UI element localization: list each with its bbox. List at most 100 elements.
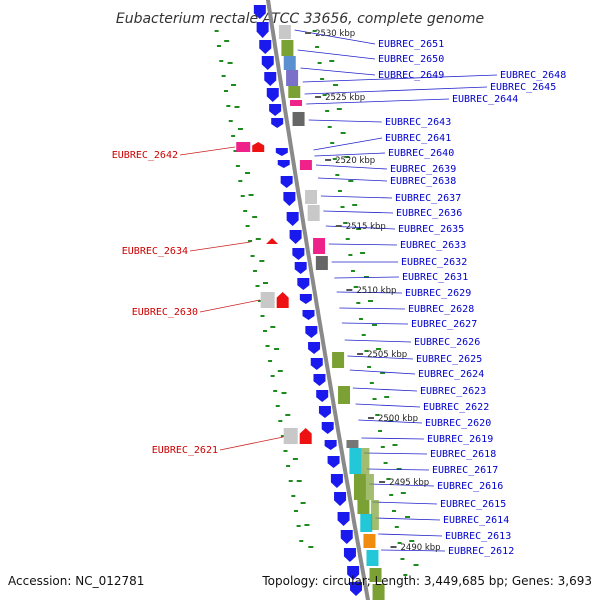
cds-arrow — [280, 176, 293, 188]
forward-gene-label[interactable]: EUBREC_2651 — [378, 39, 444, 50]
forward-gene-label[interactable]: EUBREC_2637 — [395, 193, 461, 204]
forward-gene-label[interactable]: EUBREC_2645 — [490, 82, 556, 93]
cds-arrow — [299, 294, 312, 304]
track-dot — [348, 254, 353, 256]
track-dot — [296, 525, 301, 527]
label-connector-line — [364, 452, 428, 455]
forward-gene-label[interactable]: EUBREC_2617 — [432, 465, 498, 476]
forward-gene-label[interactable]: EUBREC_2635 — [398, 224, 464, 235]
track-dot — [375, 414, 380, 416]
forward-gene-label[interactable]: EUBREC_2644 — [452, 94, 518, 105]
forward-gene-label[interactable]: EUBREC_2632 — [401, 257, 467, 268]
cds-arrow — [283, 192, 296, 206]
reverse-gene-label[interactable]: EUBREC_2630 — [132, 307, 198, 318]
track-dot — [258, 300, 262, 302]
reverse-gene-box — [260, 292, 275, 308]
forward-gene-label[interactable]: EUBREC_2618 — [430, 449, 496, 460]
forward-gene-label[interactable]: EUBREC_2627 — [411, 319, 477, 330]
forward-gene-label[interactable]: EUBREC_2622 — [423, 402, 489, 413]
cds-arrow — [337, 512, 350, 526]
forward-gene-label[interactable]: EUBREC_2638 — [390, 176, 456, 187]
forward-gene-label[interactable]: EUBREC_2650 — [378, 54, 444, 65]
forward-gene-label[interactable]: EUBREC_2648 — [500, 70, 566, 81]
track-dot — [228, 120, 233, 122]
forward-gene-label[interactable]: EUBREC_2633 — [400, 240, 466, 251]
forward-gene-label[interactable]: EUBREC_2643 — [385, 117, 451, 128]
map-title: Eubacterium rectale ATCC 33656, complete… — [116, 11, 484, 27]
reverse-gene-label[interactable]: EUBREC_2621 — [152, 445, 218, 456]
track-dot — [356, 302, 361, 304]
forward-gene-label[interactable]: EUBREC_2628 — [408, 304, 474, 315]
track-dot — [288, 480, 293, 482]
track-dot — [413, 564, 419, 566]
kbp-tick — [367, 417, 374, 419]
cds-arrow — [289, 230, 302, 244]
track-dot — [409, 540, 415, 542]
cds-arrow — [266, 88, 279, 102]
forward-gene-label[interactable]: EUBREC_2629 — [405, 288, 471, 299]
reverse-gene-label[interactable]: EUBREC_2634 — [122, 246, 188, 257]
forward-gene-label[interactable]: EUBREC_2616 — [437, 481, 503, 492]
forward-gene-label[interactable]: EUBREC_2626 — [414, 337, 480, 348]
forward-gene-label[interactable]: EUBREC_2619 — [427, 434, 493, 445]
forward-gene-label[interactable]: EUBREC_2649 — [378, 70, 444, 81]
reverse-gene-arrow — [299, 428, 312, 444]
label-connector-line — [219, 436, 284, 451]
cds-arrows — [253, 5, 363, 596]
forward-gene-label[interactable]: EUBREC_2641 — [385, 133, 451, 144]
track-dot — [384, 396, 390, 398]
gene-feature-box — [357, 500, 370, 514]
gene-feature-box — [346, 440, 359, 448]
forward-gene-label[interactable]: EUBREC_2640 — [388, 148, 454, 159]
track-dot — [274, 348, 280, 350]
forward-gene-label[interactable]: EUBREC_2631 — [402, 272, 468, 283]
forward-gene-label[interactable]: EUBREC_2615 — [440, 499, 506, 510]
track-dot — [343, 222, 348, 224]
label-connector-line — [355, 403, 421, 408]
track-dot — [248, 240, 253, 242]
forward-gene-label[interactable]: EUBREC_2625 — [416, 354, 482, 365]
track-dot — [353, 286, 358, 288]
track-dot — [397, 542, 402, 544]
forward-gene-label[interactable]: EUBREC_2623 — [420, 386, 486, 397]
gene-feature-box — [338, 386, 351, 404]
label-connector-line — [308, 119, 383, 123]
forward-gene-label[interactable]: EUBREC_2624 — [418, 369, 484, 380]
forward-gene-label[interactable]: EUBREC_2613 — [445, 531, 511, 542]
track-dot — [372, 398, 377, 400]
track-dot — [348, 180, 354, 182]
track-dot — [255, 238, 261, 240]
track-dot — [317, 62, 322, 64]
track-dot — [281, 392, 287, 394]
forward-gene-label[interactable]: EUBREC_2636 — [396, 208, 462, 219]
track-dot — [214, 30, 219, 32]
reverse-gene-label[interactable]: EUBREC_2642 — [112, 150, 178, 161]
cds-arrow — [259, 40, 272, 54]
track-dot — [396, 468, 402, 470]
track-dot — [223, 90, 228, 92]
track-dot — [275, 405, 280, 407]
track-dot — [277, 370, 283, 372]
gene-labels: EUBREC_2651 EUBREC_2650 EUBREC_2649 EUBREC_… — [112, 39, 566, 557]
track-dot — [250, 255, 255, 257]
gene-feature-box — [313, 238, 326, 254]
gene-feature-box — [292, 112, 305, 126]
label-connector-line — [358, 419, 423, 424]
track-dot — [299, 540, 304, 542]
gene-feature-box — [353, 474, 366, 500]
gene-feature-box — [286, 70, 299, 86]
forward-gene-label[interactable]: EUBREC_2612 — [448, 546, 514, 557]
track-dot — [224, 40, 230, 42]
track-dot — [235, 165, 240, 167]
track-dot — [344, 156, 350, 158]
forward-gene-label[interactable]: EUBREC_2639 — [390, 164, 456, 175]
label-connector-line — [347, 355, 414, 360]
track-dot — [359, 318, 364, 320]
track-dot — [403, 574, 408, 576]
track-dot — [270, 326, 276, 328]
track-dot — [263, 282, 269, 284]
track-dot — [329, 60, 335, 62]
gene-feature-box — [299, 160, 312, 170]
forward-gene-label[interactable]: EUBREC_2614 — [443, 515, 509, 526]
forward-gene-label[interactable]: EUBREC_2620 — [425, 418, 491, 429]
